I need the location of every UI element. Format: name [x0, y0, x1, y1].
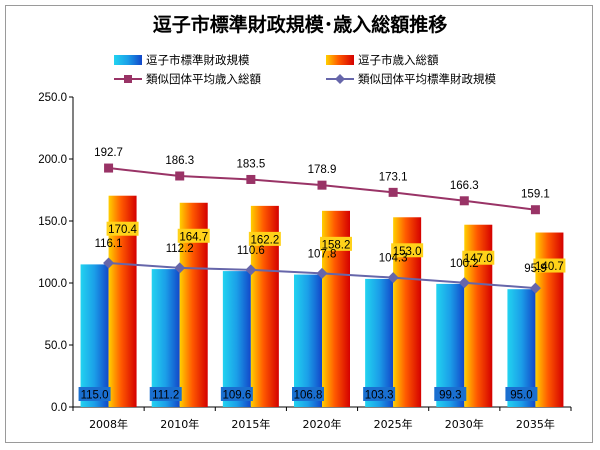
- data-label-standard-fiscal-size: 103.3: [365, 390, 394, 402]
- y-tick-label: 150.0: [38, 216, 67, 228]
- data-label-total-revenue: 170.4: [108, 224, 137, 236]
- legend: 逗子市標準財政規模 逗子市歳入総額 類似団体平均歳入総額 類似団体平均標準財政規…: [114, 53, 496, 86]
- legend-label: 類似団体平均歳入総額: [146, 72, 261, 86]
- chart-title: 逗子市標準財政規模･歳入総額推移: [153, 13, 448, 36]
- y-tick-label: 0.0: [51, 402, 67, 414]
- legend-label: 類似団体平均標準財政規模: [358, 72, 496, 86]
- y-tick-label: 50.0: [45, 340, 67, 352]
- data-label-standard-fiscal-size: 111.2: [152, 390, 179, 402]
- similar-avg-fiscal-size-marker: [458, 277, 470, 289]
- y-tick-label: 250.0: [38, 92, 67, 104]
- data-label-standard-fiscal-size: 109.6: [222, 390, 251, 402]
- similar-avg-revenue-marker: [246, 174, 256, 184]
- data-label-similar-avg-fiscal-size: 110.6: [237, 245, 265, 257]
- legend-swatch-blue: [114, 55, 142, 65]
- bar-standard-fiscal-size: [151, 269, 180, 407]
- similar-avg-fiscal-size-marker: [529, 282, 541, 294]
- bar-standard-fiscal-size: [80, 264, 109, 407]
- data-label-similar-avg-revenue: 192.7: [94, 147, 123, 159]
- similar-avg-fiscal-size-marker: [174, 262, 186, 274]
- bar-label-bg: [363, 387, 396, 401]
- data-label-similar-avg-revenue: 178.9: [308, 164, 337, 176]
- bar-label-bg: [505, 387, 538, 401]
- bar-label-bg: [177, 228, 210, 243]
- similar-avg-revenue-marker: [175, 171, 185, 181]
- data-label-total-revenue: 162.2: [250, 234, 279, 246]
- data-label-standard-fiscal-size: 95.0: [510, 390, 532, 402]
- data-label-similar-avg-fiscal-size: 95.9: [524, 263, 546, 275]
- y-tick-label: 200.0: [38, 154, 67, 166]
- data-label-standard-fiscal-size: 115.0: [81, 390, 109, 402]
- data-label-similar-avg-revenue: 173.1: [379, 171, 408, 183]
- data-label-similar-avg-fiscal-size: 112.2: [166, 243, 194, 255]
- legend-swatch-red: [326, 55, 354, 65]
- x-tick-label: 2035年: [516, 417, 555, 431]
- bar-label-bg: [391, 243, 424, 258]
- data-label-similar-avg-fiscal-size: 107.8: [308, 248, 337, 260]
- similar-avg-revenue-marker: [388, 187, 398, 197]
- similar-avg-fiscal-size-marker: [103, 257, 115, 269]
- legend-item-standard-fiscal-size: 逗子市標準財政規模: [114, 53, 250, 67]
- data-label-total-revenue: 153.0: [393, 246, 422, 258]
- data-label-total-revenue: 140.7: [535, 261, 564, 273]
- bar-label-bg: [78, 387, 111, 401]
- data-label-total-revenue: 147.0: [464, 253, 493, 265]
- similar-avg-fiscal-size-marker: [316, 267, 328, 279]
- y-tick-label: 100.0: [38, 278, 67, 290]
- data-label-similar-avg-fiscal-size: 116.1: [95, 238, 123, 250]
- bar-label-bg: [220, 387, 253, 401]
- bar-label-bg: [462, 250, 495, 265]
- x-tick-label: 2020年: [303, 417, 342, 431]
- data-label-similar-avg-revenue: 186.3: [165, 155, 194, 167]
- bar-label-bg: [320, 236, 352, 251]
- data-label-total-revenue: 158.2: [322, 239, 351, 251]
- bar-label-bg: [149, 387, 182, 401]
- legend-item-similar-avg-revenue: 類似団体平均歳入総額: [114, 72, 261, 86]
- bar-label-bg: [248, 231, 281, 246]
- data-label-standard-fiscal-size: 99.3: [439, 390, 461, 402]
- data-label-similar-avg-revenue: 159.1: [521, 189, 550, 201]
- data-label-similar-avg-revenue: 183.5: [236, 158, 265, 170]
- legend-item-total-revenue: 逗子市歳入総額: [326, 53, 439, 67]
- data-label-similar-avg-fiscal-size: 100.2: [450, 258, 479, 270]
- bar-label-bg: [533, 258, 566, 273]
- similar-avg-revenue-marker: [459, 196, 469, 206]
- similar-avg-fiscal-size-marker: [245, 264, 257, 276]
- legend-label: 逗子市歳入総額: [358, 53, 439, 67]
- data-label-similar-avg-revenue: 166.3: [450, 180, 479, 192]
- bar-standard-fiscal-size: [365, 278, 394, 407]
- bar-label-bg: [292, 387, 324, 401]
- x-tick-label: 2008年: [89, 417, 128, 431]
- bar-standard-fiscal-size: [222, 271, 251, 407]
- data-label-standard-fiscal-size: 106.8: [294, 390, 323, 402]
- similar-avg-fiscal-size-marker: [387, 272, 399, 284]
- bar-standard-fiscal-size: [294, 274, 322, 407]
- bar-label-bg: [106, 221, 139, 236]
- legend-marker-square: [124, 75, 132, 83]
- plot-area: 0.0 50.0 100.0 150.0 200.0 250.0 2008年 2010年 201…: [38, 92, 572, 431]
- legend-marker-diamond: [335, 74, 345, 84]
- similar-avg-revenue-marker: [317, 180, 327, 190]
- legend-item-similar-avg-fiscal-size: 類似団体平均標準財政規模: [326, 72, 496, 86]
- similar-avg-revenue-marker: [104, 163, 114, 173]
- x-tick-label: 2015年: [231, 417, 270, 431]
- x-tick-label: 2030年: [445, 417, 484, 431]
- data-label-similar-avg-fiscal-size: 104.3: [379, 253, 408, 265]
- data-label-total-revenue: 164.7: [179, 231, 208, 243]
- x-tick-label: 2025年: [374, 417, 413, 431]
- bar-standard-fiscal-size: [436, 283, 465, 407]
- similar-avg-revenue-marker: [530, 205, 540, 215]
- bar-label-bg: [434, 387, 467, 401]
- legend-label: 逗子市標準財政規模: [146, 53, 250, 67]
- x-tick-label: 2010年: [160, 417, 199, 431]
